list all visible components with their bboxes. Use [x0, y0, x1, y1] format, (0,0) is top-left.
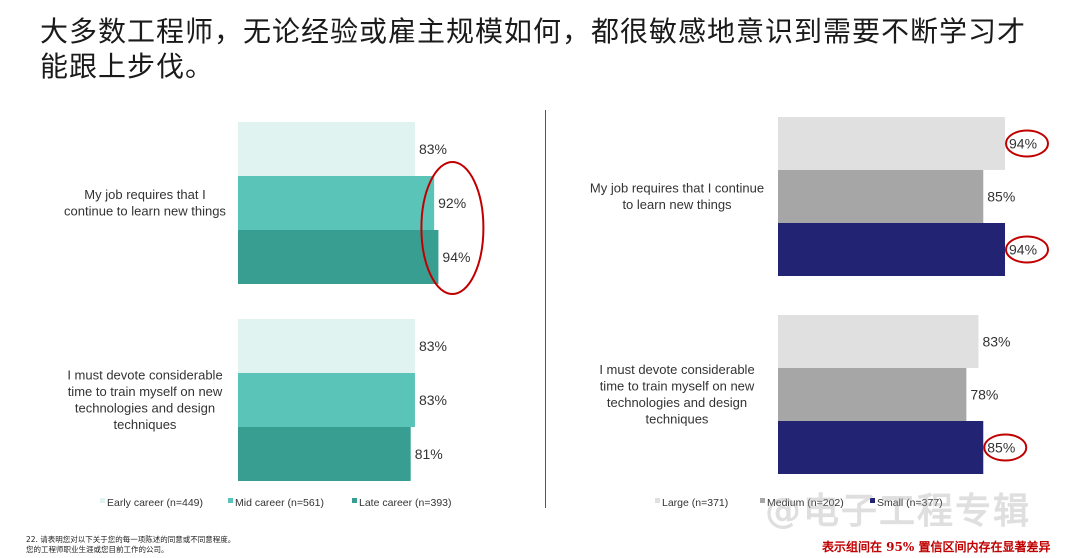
chart1-data-label: 83% [419, 338, 447, 354]
chart1-bar [238, 373, 415, 427]
chart2-bar [778, 368, 967, 421]
chart1-bar [238, 122, 415, 176]
chart2-category-label: to learn new things [622, 197, 732, 212]
chart1-legend-swatch [228, 498, 233, 503]
chart2-legend-label: Medium (n=202) [767, 497, 844, 509]
chart2-category-label: technologies and design [607, 395, 747, 410]
chart1-category-label: technologies and design [75, 400, 215, 415]
chart1-data-label: 81% [415, 446, 443, 462]
chart2-bar [778, 117, 1006, 170]
footnote-line-2: 您的工程师职业生涯或您目前工作的公司。 [26, 545, 169, 554]
significance-note: 表示组间在 95% 置信区间内存在显著差异 [822, 540, 1051, 554]
chart1-legend-label: Mid career (n=561) [235, 497, 324, 509]
chart2-legend-swatch [760, 498, 765, 503]
chart1-legend-label: Late career (n=393) [359, 497, 452, 509]
chart2-data-label: 94% [1009, 136, 1037, 152]
chart1-data-label: 94% [442, 249, 470, 265]
chart1-category-label: techniques [114, 417, 177, 432]
chart2-category-label: time to train myself on new [600, 378, 755, 393]
chart1-category-label: My job requires that I [84, 187, 205, 202]
chart1-bar [238, 176, 435, 230]
chart1-data-label: 83% [419, 392, 447, 408]
chart2-highlight-circle [1005, 235, 1050, 264]
chart1-category-label: continue to learn new things [64, 203, 226, 218]
chart2-data-label: 85% [987, 189, 1015, 205]
chart2-category-label: My job requires that I continue [590, 180, 764, 195]
chart2-legend-swatch [870, 498, 875, 503]
chart1-legend-label: Early career (n=449) [107, 497, 203, 509]
chart1-data-label: 92% [438, 195, 466, 211]
chart1-highlight-ellipse [420, 161, 485, 295]
chart1-legend-swatch [100, 498, 105, 503]
chart2-highlight-circle [1005, 129, 1050, 158]
chart2-bar [778, 315, 979, 368]
chart1-bar [238, 427, 411, 481]
chart2-category-label: techniques [646, 411, 709, 426]
chart1-category-label: time to train myself on new [68, 384, 223, 399]
chart-divider [545, 110, 546, 508]
chart2-category-label: I must devote considerable [599, 362, 754, 377]
chart2-bar [778, 223, 1006, 276]
page-title: 大多数工程师，无论经验或雇主规模如何，都很敏感地意识到需要不断学习才能跟上步伐。 [40, 15, 1027, 83]
chart2-legend-label: Small (n=377) [877, 497, 943, 509]
chart2-bar [778, 421, 984, 474]
chart1-category-label: I must devote considerable [67, 367, 222, 382]
footnote-line-1: 22. 请表明您对以下关于您的每一项陈述的同意或不同意程度。 [26, 535, 236, 544]
chart2-highlight-circle [983, 433, 1028, 462]
chart2-bar [778, 170, 984, 223]
chart1-legend-swatch [352, 498, 357, 503]
chart2-legend-label: Large (n=371) [662, 497, 728, 509]
chart1-bar [238, 319, 415, 373]
chart2-legend-swatch [655, 498, 660, 503]
watermark: @电子工程专辑 [765, 491, 1032, 532]
chart2-data-label: 85% [987, 440, 1015, 456]
footnote: 22. 请表明您对以下关于您的每一项陈述的同意或不同意程度。 您的工程师职业生涯… [26, 535, 235, 555]
chart2-data-label: 78% [970, 387, 998, 403]
chart2-data-label: 83% [982, 334, 1010, 350]
chart1-data-label: 83% [419, 141, 447, 157]
chart2-data-label: 94% [1009, 242, 1037, 258]
chart1-bar [238, 230, 439, 284]
